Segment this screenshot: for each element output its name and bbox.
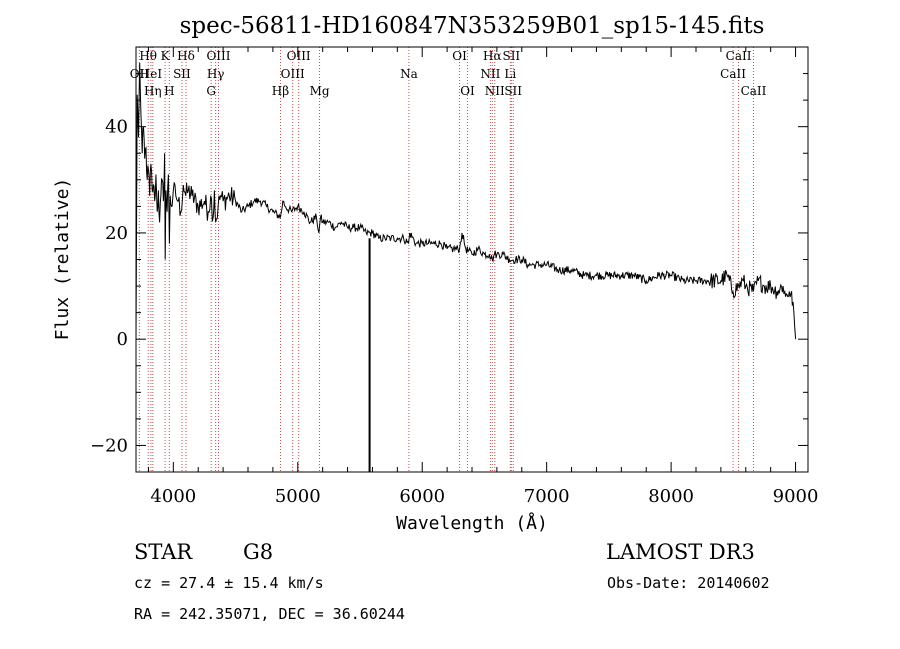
line-label-15: Na [400, 67, 418, 81]
line-label-22: SII [502, 49, 520, 63]
line-label-2: HeI [140, 67, 163, 81]
y-axis-ticks: −20 0 20 40 [90, 46, 808, 473]
y-tick-label-2: 20 [105, 223, 128, 244]
line-label-26: CaII [741, 84, 767, 98]
spectrum-line [135, 62, 797, 340]
object-subclass: G8 [243, 540, 273, 564]
line-label-11: Hβ [272, 84, 289, 98]
line-label-24: CaII [720, 67, 746, 81]
line-label-19: Hα [483, 49, 502, 63]
x-tick-label-3: 7000 [524, 486, 570, 507]
spectral-line-markers [138, 47, 754, 472]
object-class: STAR [134, 540, 193, 564]
x-axis-ticks: 4000 5000 6000 7000 8000 9000 [147, 47, 819, 507]
x-axis-label: Wavelength (Å) [396, 512, 548, 534]
line-label-3: Hη [144, 84, 162, 98]
line-label-5: H [164, 84, 174, 98]
line-label-1: Hθ [139, 49, 157, 63]
ra-dec: RA = 242.35071, DEC = 36.60244 [134, 605, 405, 623]
line-label-13: OIII [287, 49, 311, 63]
line-label-21: Li [504, 67, 516, 81]
x-tick-label-5: 9000 [773, 486, 819, 507]
line-label-4: K [161, 49, 171, 63]
y-tick-label-1: 0 [117, 329, 128, 350]
line-label-14: Mg [310, 84, 330, 98]
y-axis-label: Flux (relative) [52, 178, 73, 341]
line-label-6: SII [173, 67, 191, 81]
obs-date: Obs-Date: 20140602 [607, 574, 770, 592]
x-tick-label-2: 6000 [399, 486, 445, 507]
line-label-16: OI [452, 49, 467, 63]
redshift-cz: cz = 27.4 ± 15.4 km/s [134, 574, 324, 592]
line-label-10: G [206, 84, 216, 98]
line-label-18: NII [480, 67, 500, 81]
survey-name: LAMOST DR3 [606, 540, 755, 564]
line-label-25: CaII [726, 49, 752, 63]
x-tick-label-4: 8000 [648, 486, 694, 507]
line-label-8: Hγ [207, 67, 225, 81]
line-label-23: SII [504, 84, 522, 98]
line-label-7: Hδ [177, 49, 195, 63]
y-tick-label-3: 40 [105, 117, 128, 138]
y-tick-label-0: −20 [90, 435, 128, 456]
line-label-17: OI [460, 84, 475, 98]
line-label-12: OIII [281, 67, 305, 81]
x-tick-label-1: 5000 [275, 486, 321, 507]
x-tick-label-0: 4000 [150, 486, 196, 507]
line-label-9: OIII [206, 49, 230, 63]
chart-title: spec-56811-HD160847N353259B01_sp15-145.f… [180, 13, 765, 39]
line-label-20: NII [485, 84, 505, 98]
plot-frame [135, 46, 809, 473]
